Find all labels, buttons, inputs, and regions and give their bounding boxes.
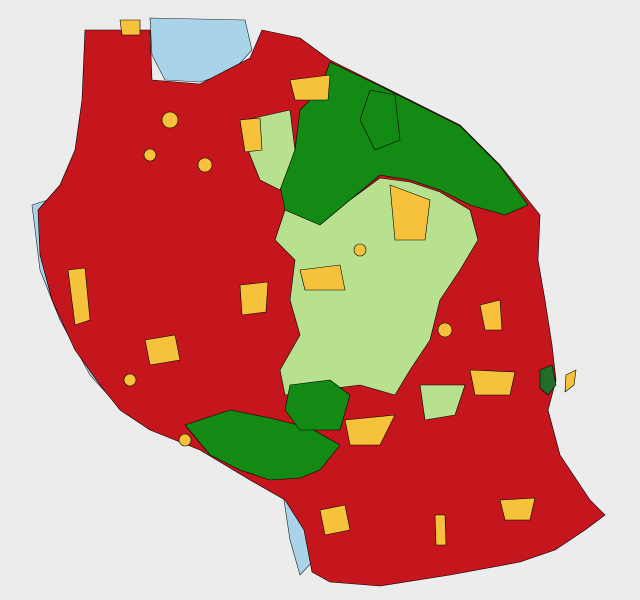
patch <box>353 243 367 257</box>
patch <box>499 497 536 521</box>
patch <box>389 184 431 241</box>
patch <box>479 299 503 331</box>
patch <box>289 74 331 101</box>
region-green-kilimanjaro <box>359 89 401 151</box>
patch <box>344 414 396 446</box>
island-pemba <box>564 369 577 393</box>
patch <box>197 157 213 173</box>
patch <box>469 369 516 396</box>
patch <box>299 264 346 291</box>
island-zanzibar <box>539 364 557 396</box>
patch <box>144 334 181 366</box>
patch <box>67 267 91 326</box>
patch <box>319 504 351 536</box>
patch <box>161 111 179 129</box>
patch <box>178 433 192 447</box>
patch <box>239 281 269 316</box>
region-green-central-south <box>284 379 351 431</box>
patch <box>239 117 263 153</box>
region-green-north <box>279 61 529 226</box>
patch <box>143 148 157 162</box>
patch <box>434 514 447 546</box>
yellow-patches <box>67 19 536 546</box>
region-lightgreen-central <box>274 177 479 396</box>
region-lightgreen-east <box>419 384 466 421</box>
patch <box>437 322 453 338</box>
patch <box>119 19 141 36</box>
patch <box>123 373 137 387</box>
